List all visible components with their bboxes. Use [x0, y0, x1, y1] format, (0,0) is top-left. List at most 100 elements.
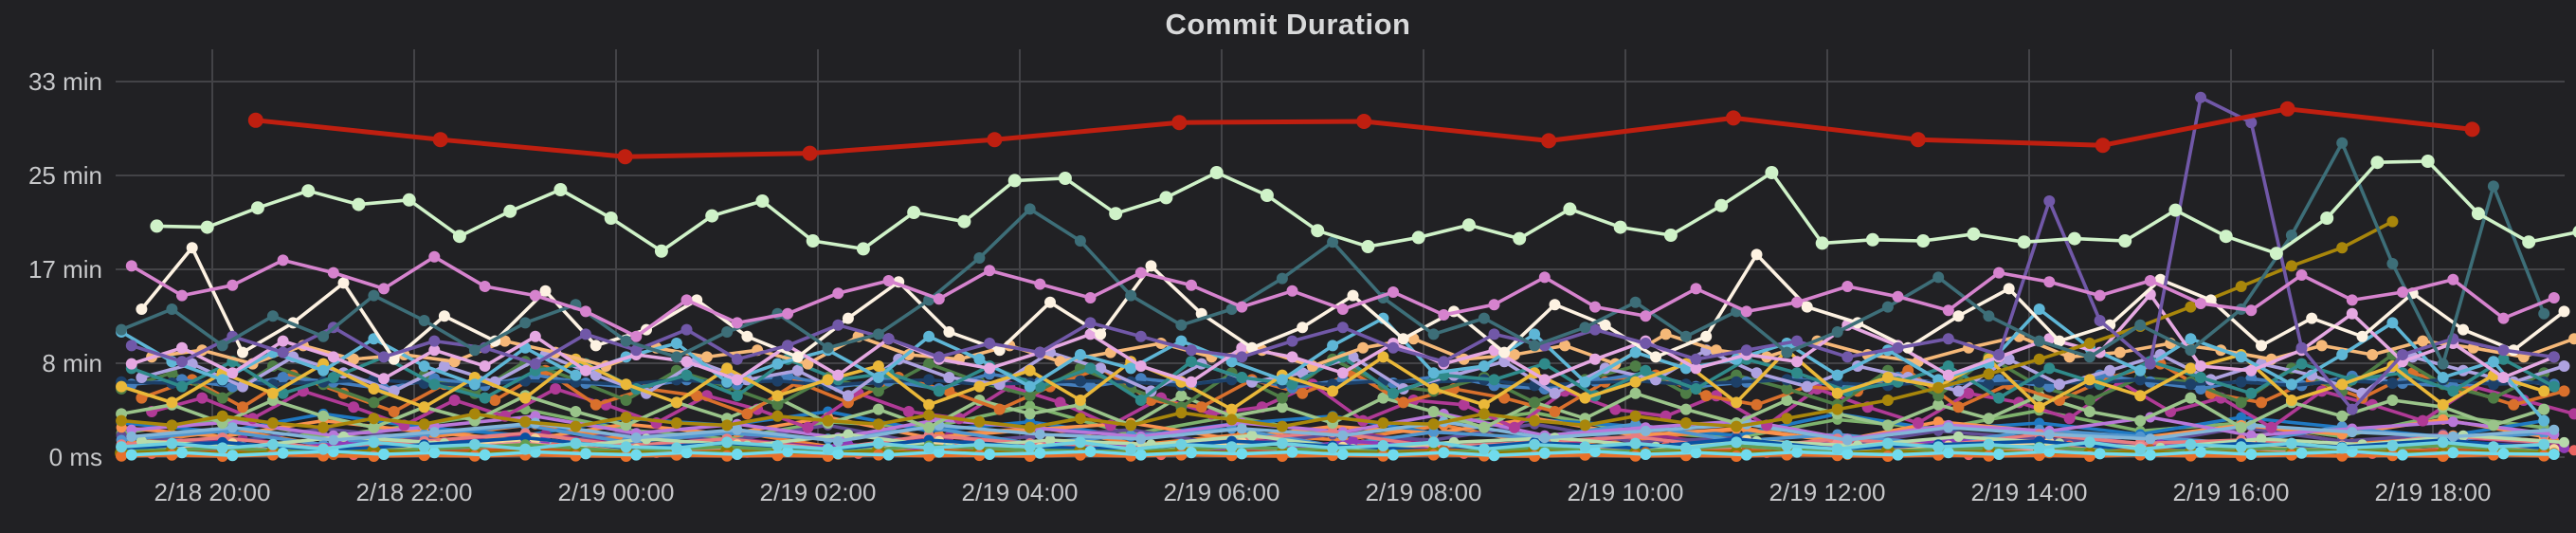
series-point[interactable]: [176, 356, 188, 368]
series-point[interactable]: [2083, 338, 2095, 349]
series-point[interactable]: [1731, 420, 1743, 432]
series-point[interactable]: [872, 372, 884, 383]
series-point[interactable]: [1791, 446, 1803, 458]
series-point[interactable]: [1932, 416, 1944, 428]
series-point[interactable]: [1311, 224, 1325, 238]
series-point[interactable]: [2538, 403, 2550, 415]
series-point[interactable]: [1629, 346, 1642, 358]
series-point[interactable]: [1134, 330, 1147, 342]
series-point[interactable]: [1427, 436, 1440, 449]
series-point[interactable]: [1074, 436, 1086, 449]
series-point[interactable]: [1881, 395, 1894, 406]
series-point[interactable]: [1246, 341, 1258, 354]
series-point[interactable]: [1276, 420, 1288, 432]
series-point[interactable]: [822, 374, 834, 386]
series-point[interactable]: [822, 443, 834, 455]
series-point[interactable]: [630, 432, 642, 444]
series-point[interactable]: [1952, 310, 1965, 322]
series-point[interactable]: [1529, 396, 1541, 409]
series-point[interactable]: [1781, 413, 1793, 425]
series-point[interactable]: [1175, 390, 1188, 402]
series-point[interactable]: [2370, 156, 2385, 170]
series-point[interactable]: [791, 364, 804, 377]
series-point[interactable]: [943, 372, 955, 383]
series-point[interactable]: [2285, 230, 2297, 241]
series-point[interactable]: [2522, 235, 2536, 249]
series-point[interactable]: [1529, 438, 1541, 450]
series-point[interactable]: [1912, 417, 1924, 429]
series-point[interactable]: [1297, 387, 1309, 399]
series-point[interactable]: [2095, 138, 2111, 154]
series-point[interactable]: [2538, 414, 2550, 427]
series-point[interactable]: [2487, 441, 2499, 453]
series-point[interactable]: [2347, 427, 2358, 438]
series-point[interactable]: [2538, 385, 2550, 397]
series-point[interactable]: [721, 376, 734, 388]
series-point[interactable]: [1700, 330, 1713, 342]
series-point[interactable]: [2549, 424, 2560, 435]
series-point[interactable]: [933, 351, 945, 363]
series-point[interactable]: [1478, 421, 1490, 433]
series-point[interactable]: [691, 390, 703, 402]
series-point[interactable]: [1361, 240, 1375, 253]
series-point[interactable]: [1336, 367, 1349, 379]
series-point[interactable]: [2185, 438, 2197, 450]
series-point[interactable]: [1538, 358, 1551, 370]
series-point[interactable]: [1589, 301, 1601, 313]
series-point[interactable]: [1498, 346, 1511, 358]
series-point[interactable]: [1916, 234, 1931, 248]
series-point[interactable]: [2185, 301, 2197, 313]
series-point[interactable]: [428, 427, 440, 438]
series-point[interactable]: [1932, 390, 1945, 402]
series-point[interactable]: [1186, 344, 1197, 357]
series-point[interactable]: [590, 398, 602, 411]
series-point[interactable]: [902, 406, 915, 417]
series-point[interactable]: [1629, 296, 1642, 308]
series-point[interactable]: [1932, 381, 1945, 394]
series-point[interactable]: [1084, 317, 1097, 329]
series-point[interactable]: [832, 319, 844, 331]
series-point[interactable]: [519, 415, 532, 428]
series-point[interactable]: [2003, 353, 2015, 365]
series-point[interactable]: [1640, 310, 1652, 322]
series-point[interactable]: [2487, 356, 2499, 368]
series-point[interactable]: [2235, 281, 2247, 292]
series-point[interactable]: [570, 437, 582, 450]
series-point[interactable]: [2346, 403, 2358, 415]
series-point[interactable]: [782, 340, 794, 352]
series-point[interactable]: [1952, 385, 1965, 397]
series-point[interactable]: [2437, 398, 2449, 411]
series-point[interactable]: [227, 422, 238, 433]
series-line[interactable]: [125, 446, 2560, 462]
series-point[interactable]: [2386, 317, 2399, 329]
series-point[interactable]: [923, 330, 935, 342]
series-point[interactable]: [1488, 299, 1500, 311]
series-point[interactable]: [1095, 328, 1107, 340]
series-point[interactable]: [1751, 398, 1763, 411]
series-point[interactable]: [2421, 155, 2435, 168]
series-point[interactable]: [1967, 227, 1981, 241]
series-point[interactable]: [590, 340, 602, 352]
series-point[interactable]: [176, 289, 188, 302]
series-point[interactable]: [2336, 137, 2349, 149]
series-point[interactable]: [570, 406, 582, 417]
series-point[interactable]: [1134, 360, 1147, 372]
series-point[interactable]: [984, 265, 996, 277]
series-point[interactable]: [1881, 372, 1894, 383]
series-point[interactable]: [923, 358, 935, 370]
series-point[interactable]: [1549, 299, 1561, 311]
series-point[interactable]: [1357, 341, 1370, 354]
series-point[interactable]: [1508, 421, 1520, 433]
series-point[interactable]: [630, 330, 643, 342]
series-point[interactable]: [1983, 450, 1995, 462]
series-point[interactable]: [2279, 101, 2295, 117]
series-point[interactable]: [1125, 419, 1137, 432]
series-point[interactable]: [116, 380, 128, 393]
series-point[interactable]: [428, 250, 441, 263]
series-point[interactable]: [842, 390, 854, 402]
series-point[interactable]: [943, 326, 955, 338]
series-point[interactable]: [2043, 362, 2056, 375]
series-point[interactable]: [2568, 408, 2576, 420]
series-point[interactable]: [2285, 395, 2297, 406]
series-point[interactable]: [150, 219, 164, 233]
